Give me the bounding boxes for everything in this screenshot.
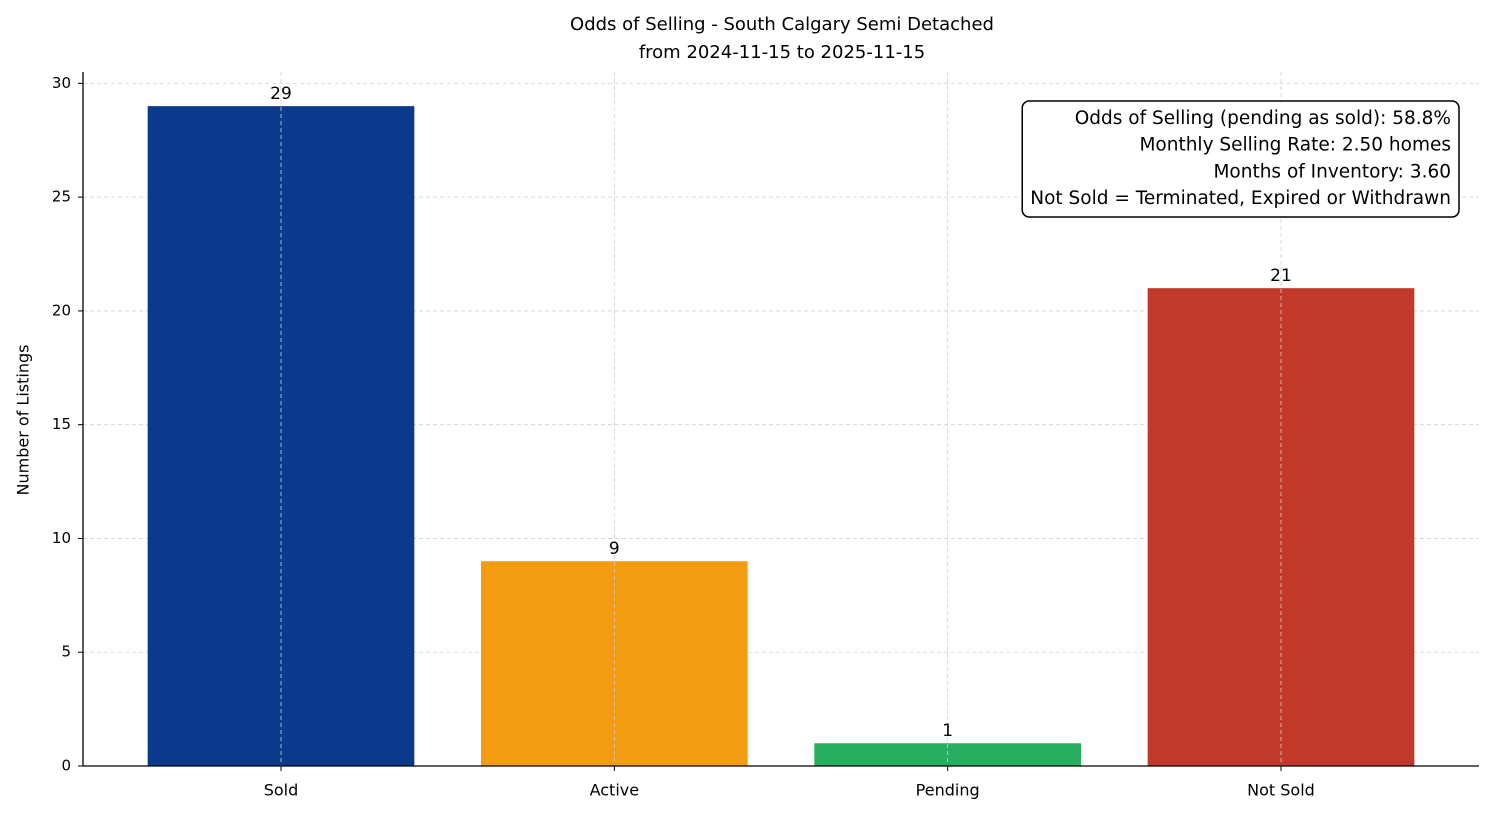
value-label: 9 [609, 539, 620, 559]
x-tick-label: Active [590, 781, 640, 800]
annotation-line: Odds of Selling (pending as sold): 58.8% [1075, 108, 1451, 129]
x-tick-label: Pending [916, 781, 980, 800]
y-tick-label: 25 [52, 188, 71, 206]
y-axis-label: Number of Listings [14, 345, 33, 496]
y-tick-label: 20 [52, 301, 71, 319]
value-label: 1 [942, 721, 953, 741]
chart-subtitle: from 2024-11-15 to 2025-11-15 [639, 42, 925, 63]
annotation-line: Monthly Selling Rate: 2.50 homes [1139, 135, 1451, 156]
y-tick-label: 5 [61, 643, 71, 661]
y-tick-label: 10 [52, 529, 71, 547]
y-tick-label: 15 [52, 415, 71, 433]
x-tick-label: Not Sold [1247, 781, 1315, 800]
value-label: 21 [1270, 266, 1292, 286]
value-label: 29 [270, 84, 292, 104]
y-tick-label: 0 [61, 757, 71, 775]
annotation-line: Not Sold = Terminated, Expired or Withdr… [1030, 188, 1451, 209]
y-tick-label: 30 [52, 74, 71, 92]
x-tick-label: Sold [264, 781, 299, 800]
annotation-box [1021, 100, 1460, 218]
chart-title: Odds of Selling - South Calgary Semi Det… [570, 14, 994, 35]
annotation-line: Months of Inventory: 3.60 [1213, 161, 1451, 182]
